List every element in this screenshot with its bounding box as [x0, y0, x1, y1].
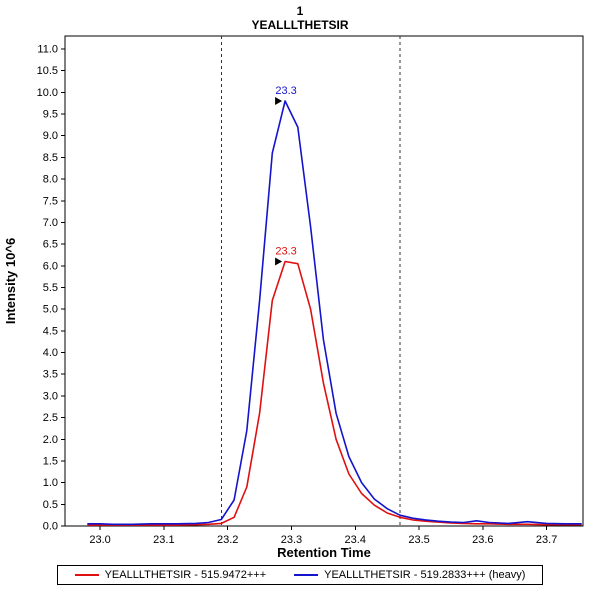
y-tick-label: 0.5: [43, 499, 58, 511]
y-tick-label: 6.0: [43, 260, 58, 272]
y-tick-label: 4.0: [43, 347, 58, 359]
chart-subtitle: YEALLLTHETSIR: [251, 18, 349, 32]
y-tick-label: 7.0: [43, 217, 58, 229]
y-tick-label: 7.5: [43, 195, 58, 207]
x-axis-title: Retention Time: [277, 545, 371, 560]
y-tick-label: 1.0: [43, 477, 58, 489]
y-tick-label: 5.0: [43, 304, 58, 316]
y-tick-label: 3.0: [43, 390, 58, 402]
plot-area[interactable]: [64, 35, 584, 527]
heavy-peptide-trace[interactable]: [87, 100, 582, 526]
y-tick-label: 9.5: [43, 109, 58, 121]
legend: YEALLLTHETSIR - 515.9472+++ YEALLLTHETSI…: [57, 565, 543, 585]
y-tick-label: 3.5: [43, 369, 58, 381]
peak-rt-annotation: 23.3: [275, 245, 296, 257]
y-tick-label: 11.0: [37, 44, 58, 56]
legend-item-light: YEALLLTHETSIR - 515.9472+++: [74, 569, 267, 581]
y-tick-label: 2.5: [43, 412, 58, 424]
peak-rt-annotation: 23.3: [275, 85, 296, 97]
y-tick-label: 10.0: [37, 87, 58, 99]
legend-label-heavy: YEALLLTHETSIR - 519.2833+++ (heavy): [324, 569, 526, 581]
y-tick-label: 1.5: [43, 455, 58, 467]
y-tick-label: 8.5: [43, 152, 58, 164]
y-tick-label: 2.0: [43, 434, 58, 446]
peak-arrow-icon: [275, 97, 283, 106]
y-axis-title: Intensity 10^6: [3, 238, 18, 324]
legend-item-heavy: YEALLLTHETSIR - 519.2833+++ (heavy): [294, 569, 525, 581]
x-tick-label: 23.5: [408, 534, 429, 546]
x-tick-label: 23.1: [153, 534, 174, 546]
x-tick-label: 23.6: [472, 534, 493, 546]
y-tick-label: 0.0: [43, 521, 58, 533]
y-tick-label: 4.5: [43, 325, 58, 337]
peak-arrow-icon: [275, 257, 283, 266]
light-peptide-trace[interactable]: [87, 260, 582, 526]
y-tick-label: 10.5: [37, 65, 58, 77]
x-tick-label: 23.3: [281, 534, 302, 546]
blue-line-sample: [294, 574, 319, 576]
y-tick-label: 8.0: [43, 174, 58, 186]
x-tick-label: 23.2: [217, 534, 238, 546]
x-tick-label: 23.0: [89, 534, 110, 546]
red-line-sample: [74, 574, 99, 576]
x-tick-label: 23.7: [536, 534, 557, 546]
x-tick-label: 23.4: [345, 534, 366, 546]
y-tick-label: 9.0: [43, 130, 58, 142]
chart-title: 1: [296, 4, 304, 18]
y-tick-label: 6.5: [43, 239, 58, 251]
y-tick-label: 5.5: [43, 282, 58, 294]
legend-label-light: YEALLLTHETSIR - 515.9472+++: [104, 569, 267, 581]
